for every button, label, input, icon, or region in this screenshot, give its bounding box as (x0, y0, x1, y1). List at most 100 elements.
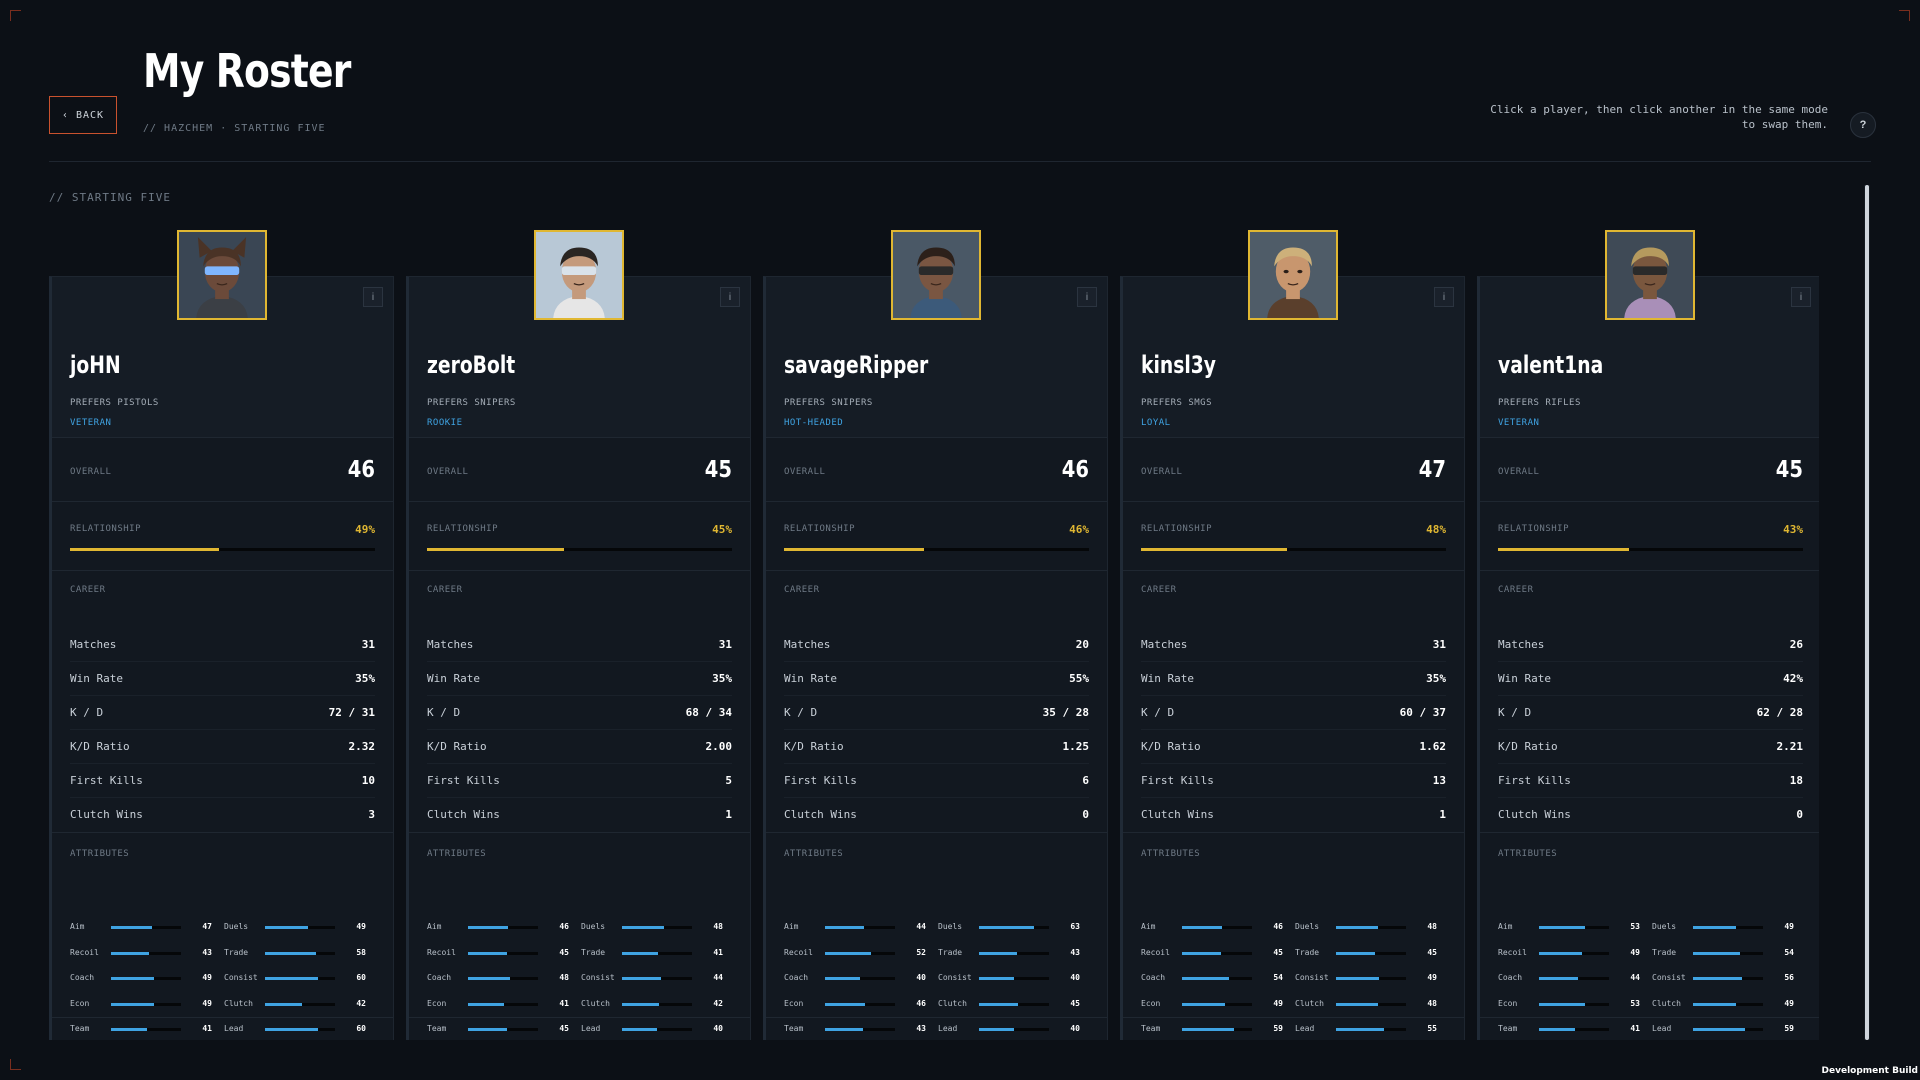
relationship-bar-fill (784, 548, 925, 551)
attribute-bar-fill (1539, 977, 1578, 980)
attribute-row: Consist 60 (224, 971, 366, 985)
attribute-bar (265, 926, 335, 929)
career-stat-row: Matches 26 (1498, 628, 1803, 662)
info-button[interactable]: i (1434, 287, 1454, 307)
promote-to-captain-button[interactable]: PROMOTE TO CAPTAIN (52, 1029, 393, 1041)
back-button[interactable]: ‹ BACK (49, 96, 117, 134)
career-stat-value: 26 (1789, 638, 1803, 651)
attribute-row: Lead 40 (938, 1022, 1080, 1036)
divider (409, 832, 750, 833)
attribute-bar (111, 1002, 181, 1006)
frame-corner (10, 10, 21, 21)
overall-label: OVERALL (1498, 467, 1540, 477)
career-stat-row: Win Rate 35% (70, 662, 375, 696)
career-stat-row: K / D 72 / 31 (70, 696, 375, 730)
attribute-bar-fill (468, 951, 508, 955)
attribute-bar (979, 926, 1049, 929)
attribute-row: Coach 54 (1141, 971, 1283, 985)
player-card[interactable]: i zeroBolt PREFERS SNIPERS ROOKIE OVERALL 45 R… (406, 230, 751, 1041)
preferred-weapon: PREFERS PISTOLS (70, 398, 159, 408)
divider (409, 1017, 750, 1018)
promote-to-captain-button[interactable]: PROMOTE TO CAPTAIN (409, 1029, 750, 1041)
attribute-value: 40 (1070, 1024, 1080, 1033)
career-stat-value: 35% (355, 672, 375, 685)
info-button[interactable]: i (1791, 287, 1811, 307)
career-stat-row: First Kills 10 (70, 764, 375, 798)
player-card[interactable]: i kinsl3y PREFERS SMGS LOYAL OVERALL 47 RELATI… (1120, 230, 1465, 1041)
attribute-bar-fill (1336, 1002, 1378, 1006)
career-stat-label: K/D Ratio (784, 740, 844, 753)
overall-rating: 46 (1061, 457, 1089, 483)
attribute-value: 52 (916, 947, 926, 957)
divider (409, 501, 750, 502)
attribute-bar (979, 1002, 1049, 1006)
relationship-label: RELATIONSHIP (1498, 524, 1570, 534)
attribute-bar (825, 1002, 895, 1006)
attribute-label: Coach (784, 973, 809, 982)
attribute-label: Clutch (1652, 998, 1681, 1008)
player-card[interactable]: i savageRipper PREFERS SNIPERS HOT-HEADED OV… (763, 230, 1108, 1041)
attribute-label: Lead (938, 1024, 958, 1033)
relationship-bar-fill (70, 548, 220, 551)
info-button[interactable]: i (363, 287, 383, 307)
help-button[interactable]: ? (1850, 112, 1876, 138)
career-stat-row: First Kills 6 (784, 764, 1089, 798)
career-stat-row: Clutch Wins 3 (70, 798, 375, 831)
career-stat-row: K / D 35 / 28 (784, 696, 1089, 730)
attribute-value: 47 (202, 922, 212, 931)
attribute-bar-fill (1182, 977, 1230, 980)
attribute-value: 48 (1427, 998, 1437, 1008)
attribute-bar-fill (265, 977, 318, 980)
attribute-bar (1693, 1002, 1763, 1006)
attribute-value: 45 (559, 1024, 569, 1033)
career-stat-label: First Kills (1141, 774, 1214, 787)
attribute-bar-fill (265, 1002, 302, 1006)
attribute-value: 45 (1070, 998, 1080, 1008)
overall-rating: 47 (1418, 457, 1446, 483)
attribute-value: 45 (559, 947, 569, 957)
relationship-label: RELATIONSHIP (70, 524, 142, 534)
attribute-bar-fill (979, 951, 1017, 955)
career-stat-value: 31 (718, 638, 732, 651)
attribute-value: 48 (1427, 922, 1437, 931)
attribute-label: Duels (1652, 922, 1677, 931)
divider (52, 1017, 393, 1018)
attribute-bar (1539, 926, 1609, 929)
info-button[interactable]: i (720, 287, 740, 307)
career-stat-row: Matches 20 (784, 628, 1089, 662)
attribute-bar (979, 951, 1049, 955)
career-label: CAREER (1498, 585, 1534, 595)
attribute-bar-fill (825, 1002, 866, 1006)
info-button[interactable]: i (1077, 287, 1097, 307)
career-stat-label: Win Rate (1498, 672, 1551, 685)
player-card[interactable]: i valent1na PREFERS RIFLES VETERAN OVERALL 45… (1477, 230, 1819, 1041)
divider (1480, 570, 1819, 571)
attribute-row: Consist 40 (938, 971, 1080, 985)
attribute-bar-fill (1336, 951, 1376, 955)
attribute-value: 44 (713, 973, 723, 982)
career-stat-value: 6 (1082, 774, 1089, 787)
attribute-value: 53 (1630, 922, 1640, 931)
career-stat-label: Matches (784, 638, 831, 651)
divider (409, 437, 750, 438)
attributes-label: ATTRIBUTES (70, 849, 130, 859)
promote-to-captain-button[interactable]: PROMOTE TO CAPTAIN (1123, 1029, 1464, 1041)
attribute-bar (1539, 977, 1609, 980)
roster-cards: i joHN PREFERS PISTOLS VETERAN OVERALL 46 RELA… (49, 229, 1819, 1040)
header-divider (49, 161, 1871, 162)
scrollbar-thumb[interactable] (1865, 185, 1869, 1040)
attribute-label: Consist (581, 973, 615, 982)
attribute-row: Team 41 (1498, 1022, 1640, 1036)
attribute-label: Trade (938, 947, 963, 957)
overall-label: OVERALL (1141, 467, 1183, 477)
player-card[interactable]: i joHN PREFERS PISTOLS VETERAN OVERALL 46 RELA… (49, 230, 394, 1041)
attribute-row: Econ 53 (1498, 997, 1640, 1011)
promote-to-captain-button[interactable]: PROMOTE TO CAPTAIN (1480, 1029, 1819, 1041)
career-stat-row: Matches 31 (70, 628, 375, 662)
career-stat-label: K / D (70, 706, 104, 719)
attribute-bar-fill (1182, 1028, 1234, 1031)
attribute-value: 43 (916, 1024, 926, 1033)
promote-to-captain-button[interactable]: PROMOTE TO CAPTAIN (766, 1029, 1107, 1041)
attribute-bar (1182, 1002, 1252, 1006)
attribute-label: Trade (1652, 947, 1677, 957)
